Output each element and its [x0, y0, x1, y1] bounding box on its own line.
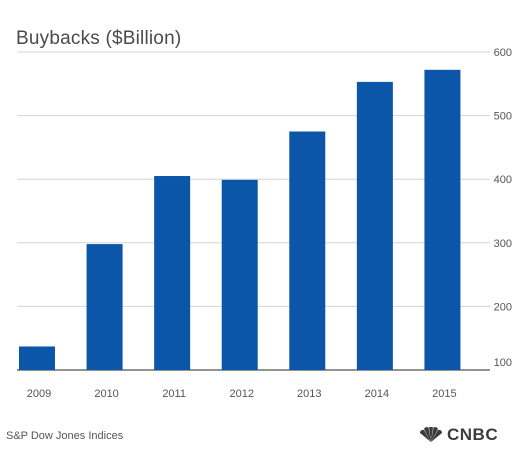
bar — [424, 69, 461, 371]
chart-title: Buybacks ($Billion) — [16, 28, 182, 49]
cnbc-logo: CNBC — [418, 425, 498, 445]
bar — [86, 244, 123, 370]
bar — [221, 179, 258, 370]
source-note: S&P Dow Jones Indices — [6, 430, 124, 442]
y-tick-label: 300 — [494, 238, 512, 250]
brand-name: CNBC — [447, 425, 499, 444]
x-tick-label: 2009 — [27, 388, 51, 400]
y-tick-label: 600 — [494, 47, 512, 59]
peacock-icon — [419, 427, 443, 442]
x-tick-label: 2015 — [432, 388, 456, 400]
bar — [356, 81, 393, 370]
x-tick-label: 2013 — [297, 388, 321, 400]
x-tick-label: 2012 — [229, 388, 253, 400]
y-tick-label: 200 — [494, 301, 512, 313]
x-tick-label: 2011 — [162, 388, 186, 400]
y-tick-label: 500 — [494, 111, 512, 123]
y-tick-label: 400 — [494, 174, 512, 186]
bar — [289, 131, 326, 370]
bar — [154, 176, 191, 370]
y-tick-label: 100 — [494, 357, 512, 369]
x-tick-label: 2010 — [94, 388, 118, 400]
x-tick-label: 2014 — [365, 388, 389, 400]
bar — [19, 346, 55, 370]
